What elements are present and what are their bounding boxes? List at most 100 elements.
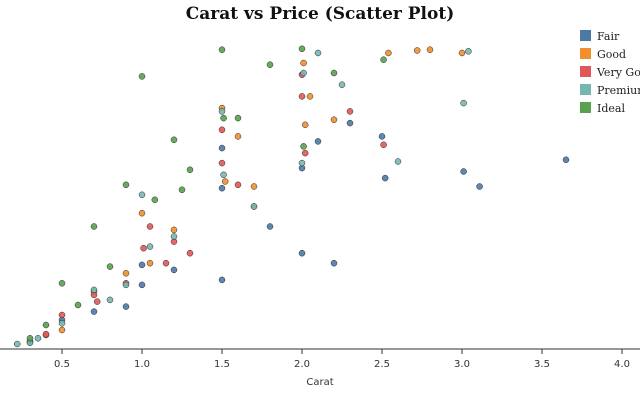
point-premium-7 bbox=[250, 203, 258, 210]
point-premium-14 bbox=[122, 281, 130, 289]
point-fair-5 bbox=[330, 259, 338, 267]
chart-title: Carat vs Price (Scatter Plot) bbox=[185, 4, 455, 24]
point-good-8 bbox=[250, 183, 258, 190]
point-fair-13 bbox=[122, 303, 130, 310]
point-good-9 bbox=[138, 209, 146, 217]
point-very-good-10 bbox=[42, 330, 50, 338]
point-premium-6 bbox=[220, 171, 227, 179]
legend-label-fair: Fair bbox=[597, 30, 620, 43]
point-fair-1 bbox=[460, 168, 467, 175]
point-fair-3 bbox=[381, 174, 389, 182]
point-ideal-10 bbox=[42, 321, 50, 329]
point-ideal-15 bbox=[330, 69, 338, 77]
x-tick-label: 3.0 bbox=[454, 359, 470, 370]
point-premium-4 bbox=[298, 159, 306, 167]
point-fair-12 bbox=[90, 308, 98, 315]
point-premium-17 bbox=[394, 158, 402, 165]
point-good-4 bbox=[301, 121, 309, 129]
point-very-good-0 bbox=[298, 93, 306, 100]
point-fair-17 bbox=[138, 261, 146, 269]
point-premium-16 bbox=[338, 81, 346, 88]
point-ideal-4 bbox=[266, 61, 274, 68]
point-fair-6 bbox=[378, 133, 386, 140]
point-good-5 bbox=[458, 49, 466, 57]
point-ideal-3 bbox=[300, 143, 307, 150]
point-premium-9 bbox=[170, 233, 178, 240]
legend-swatch-very-good bbox=[580, 66, 591, 77]
point-good-15 bbox=[306, 93, 314, 100]
point-premium-8 bbox=[138, 191, 146, 199]
point-very-good-15 bbox=[301, 149, 309, 157]
point-ideal-11 bbox=[26, 335, 34, 342]
point-ideal-1 bbox=[298, 45, 306, 53]
point-very-good-16 bbox=[140, 244, 147, 252]
points-layer bbox=[13, 45, 570, 348]
point-very-good-2 bbox=[218, 159, 226, 167]
point-ideal-6 bbox=[170, 136, 178, 144]
point-premium-19 bbox=[106, 296, 114, 304]
point-very-good-9 bbox=[58, 311, 66, 319]
point-good-14 bbox=[122, 270, 130, 277]
point-good-2 bbox=[385, 49, 392, 57]
point-ideal-9 bbox=[58, 280, 66, 287]
point-premium-3 bbox=[300, 69, 307, 77]
point-premium-0 bbox=[314, 49, 322, 57]
point-fair-4 bbox=[298, 249, 306, 257]
x-tick-label: 2.5 bbox=[374, 359, 390, 370]
point-good-1 bbox=[413, 47, 421, 54]
point-fair-9 bbox=[218, 144, 226, 152]
point-very-good-7 bbox=[186, 249, 194, 257]
x-tick-label: 3.5 bbox=[534, 359, 550, 370]
legend-label-ideal: Ideal bbox=[597, 102, 625, 115]
legend: Fair Good Very Good Premium Ideal bbox=[580, 30, 640, 115]
point-fair-18 bbox=[314, 138, 322, 145]
point-fair-7 bbox=[218, 276, 226, 284]
legend-swatch-good bbox=[580, 48, 591, 59]
point-very-good-18 bbox=[93, 298, 101, 305]
legend-label-very-good: Very Good bbox=[596, 66, 640, 79]
point-ideal-13 bbox=[106, 263, 114, 270]
point-very-good-3 bbox=[234, 181, 242, 189]
legend-swatch-ideal bbox=[580, 102, 591, 113]
point-ideal-17 bbox=[151, 196, 159, 204]
x-tick-label: 0.5 bbox=[54, 359, 70, 370]
point-very-good-1 bbox=[380, 141, 387, 149]
point-ideal-19 bbox=[74, 301, 82, 309]
point-premium-18 bbox=[13, 340, 21, 348]
point-good-10 bbox=[170, 226, 178, 234]
point-ideal-14 bbox=[234, 114, 242, 122]
point-very-good-13 bbox=[218, 126, 226, 134]
point-good-12 bbox=[58, 326, 66, 334]
point-premium-15 bbox=[146, 243, 154, 250]
point-fair-19 bbox=[346, 119, 354, 127]
point-fair-8 bbox=[266, 223, 274, 230]
point-ideal-5 bbox=[138, 73, 146, 80]
point-ideal-18 bbox=[380, 56, 387, 63]
point-ideal-0 bbox=[218, 46, 226, 53]
point-fair-2 bbox=[476, 183, 483, 190]
legend-swatch-fair bbox=[580, 30, 591, 41]
legend-swatch-premium bbox=[580, 84, 591, 95]
x-tick-label: 2.0 bbox=[294, 359, 310, 370]
legend-label-good: Good bbox=[597, 48, 626, 61]
point-good-19 bbox=[330, 116, 338, 123]
point-premium-10 bbox=[90, 286, 98, 294]
point-premium-12 bbox=[34, 335, 42, 342]
point-ideal-8 bbox=[90, 223, 98, 230]
x-tick-label: 1.0 bbox=[134, 359, 150, 370]
point-very-good-19 bbox=[346, 108, 354, 115]
point-fair-11 bbox=[138, 281, 146, 289]
point-ideal-7 bbox=[186, 166, 194, 174]
point-ideal-12 bbox=[122, 181, 130, 189]
point-ideal-2 bbox=[220, 114, 227, 122]
legend-label-premium: Premium bbox=[597, 84, 640, 97]
point-premium-1 bbox=[465, 48, 472, 55]
point-good-17 bbox=[146, 259, 154, 267]
point-good-16 bbox=[221, 178, 229, 185]
x-tick-label: 4.0 bbox=[614, 359, 630, 370]
point-premium-11 bbox=[58, 320, 66, 327]
point-fair-0 bbox=[562, 156, 570, 164]
point-premium-2 bbox=[460, 99, 467, 107]
point-fair-14 bbox=[170, 266, 178, 274]
